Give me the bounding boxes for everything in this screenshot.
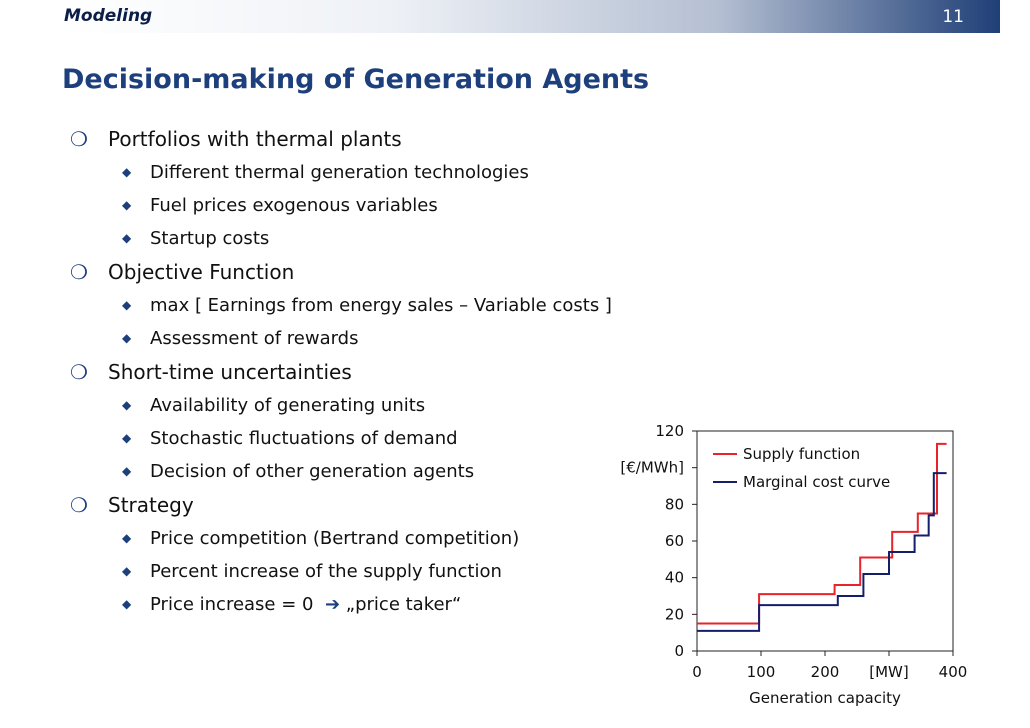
diamond-bullet-icon: ◆ [122,597,132,611]
diamond-bullet-icon: ◆ [122,231,132,245]
series-line [697,442,947,625]
slide-title: Decision-making of Generation Agents [62,64,650,95]
y-tick-label: 0 [674,642,684,660]
header-bar: Modeling 11 [62,0,1000,33]
sub-bullet-text: Startup costs [150,228,270,249]
x-tick-label: 100 [747,663,776,681]
supply-function-chart: 0 20 40 60 80 [€/MWh] 120 0 100 200 [MW] 400 Generat… [620,422,968,707]
bullet-text: Objective Function [108,260,295,284]
y-tick-label: 120 [655,422,684,440]
right-arrow-icon: ➔ [324,594,341,615]
sub-bullet-text: Stochastic fluctuations of demand [150,428,458,449]
x-tick-label: 200 [811,663,840,681]
diamond-bullet-icon: ◆ [122,564,132,578]
equation-text: Price increase = 0 [150,594,314,615]
series-line [697,472,947,632]
diamond-bullet-icon: ◆ [122,198,132,212]
sub-bullet-text: Availability of generating units [150,395,426,416]
page-number: 11 [942,7,964,27]
sub-bullet-text: Price competition (Bertrand competition) [150,528,520,549]
circle-bullet-icon: ❍ [70,260,88,284]
x-tick-label: 400 [939,663,968,681]
circle-bullet-icon: ❍ [70,127,88,151]
diamond-bullet-icon: ◆ [122,331,132,345]
diamond-bullet-icon: ◆ [122,431,132,445]
sub-bullet-text: Decision of other generation agents [150,461,475,482]
diamond-bullet-icon: ◆ [122,298,132,312]
y-tick-label: 60 [665,532,684,550]
sub-bullet-text: max [ Earnings from energy sales – Varia… [150,295,612,316]
sub-bullet-text: Fuel prices exogenous variables [150,195,438,216]
sub-bullet-text: Assessment of rewards [150,328,359,349]
bullet-text: Short-time uncertainties [108,360,352,384]
legend-label: Supply function [743,445,860,463]
circle-bullet-icon: ❍ [70,360,88,384]
x-tick-label: [MW] [869,663,908,681]
x-tick-label: 0 [692,663,702,681]
y-tick-label: 40 [665,569,684,587]
price-taker-text: „price taker“ [345,594,462,615]
section-label: Modeling [64,6,153,26]
bullet-text: Strategy [108,493,194,517]
x-axis-label: Generation capacity [749,689,901,707]
sub-bullet-text: Price increase = 0 ➔ „price taker“ [150,588,461,621]
y-tick-label: [€/MWh] [620,459,684,477]
y-tick-label: 20 [665,605,684,623]
diamond-bullet-icon: ◆ [122,464,132,478]
legend-label: Marginal cost curve [743,473,890,491]
bullet-text: Portfolios with thermal plants [108,127,402,151]
diamond-bullet-icon: ◆ [122,165,132,179]
sub-bullet-text: Percent increase of the supply function [150,561,502,582]
circle-bullet-icon: ❍ [70,493,88,517]
sub-bullet-text: Different thermal generation technologie… [150,162,529,183]
diamond-bullet-icon: ◆ [122,531,132,545]
diamond-bullet-icon: ◆ [122,398,132,412]
y-tick-label: 80 [665,495,684,513]
